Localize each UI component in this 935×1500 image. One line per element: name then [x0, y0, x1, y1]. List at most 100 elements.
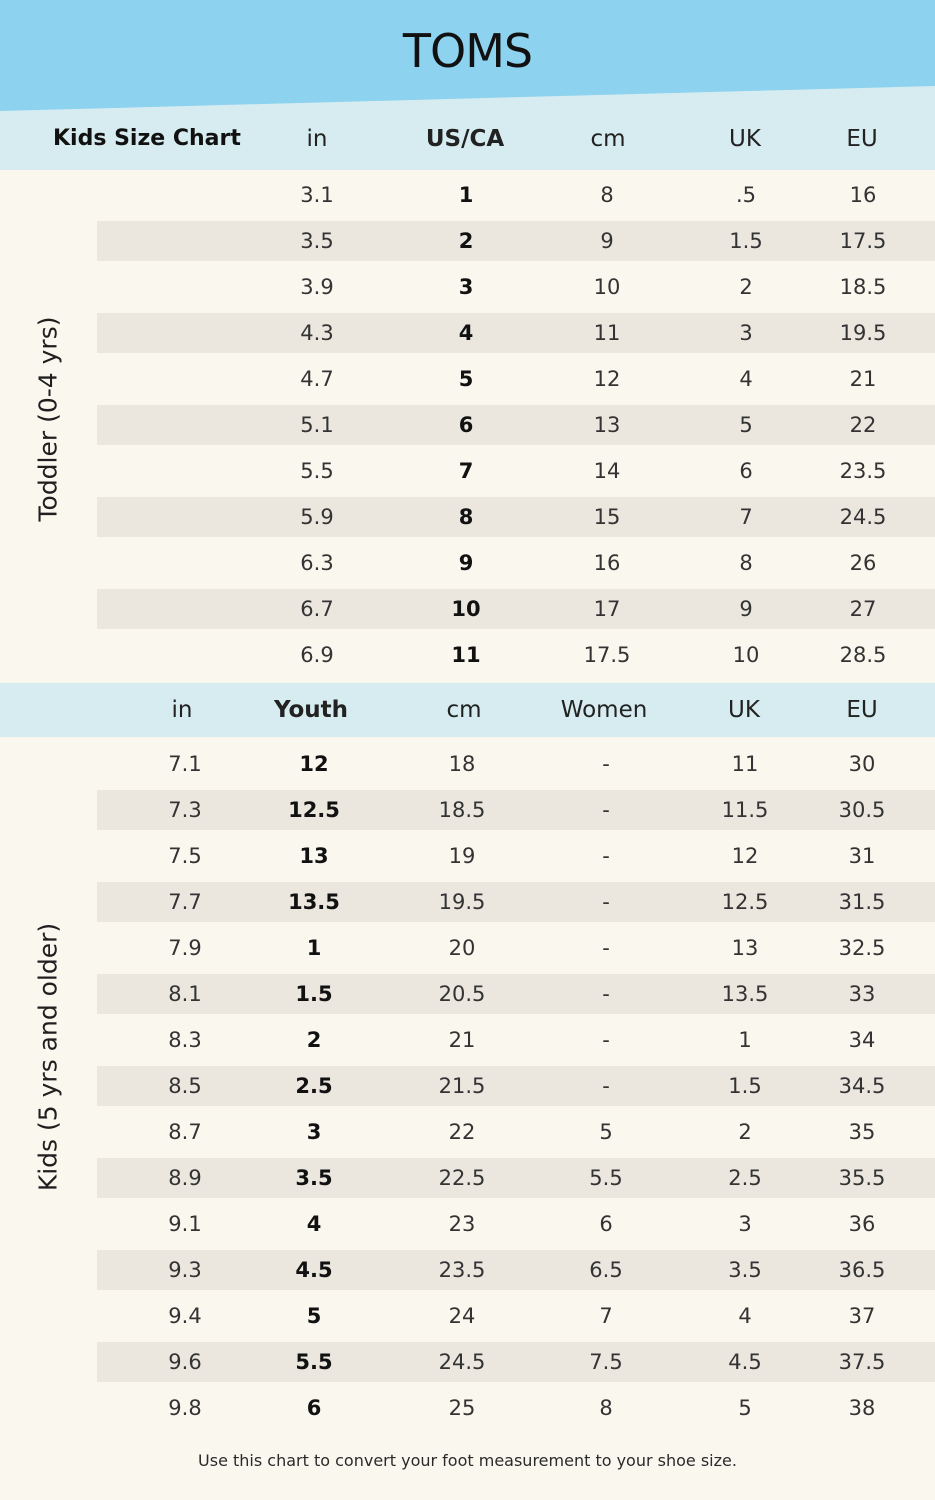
kids-table-row: 7.3 12.5 18.5 - 11.5 30.5 — [0, 787, 935, 833]
kids-table-row: 8.3 2 21 - 1 34 — [0, 1017, 935, 1063]
kids-cell: 13 — [731, 936, 759, 960]
kids-cell: 5.5 — [589, 1166, 623, 1190]
kids-table-row: 8.5 2.5 21.5 - 1.5 34.5 — [0, 1063, 935, 1109]
toddler-cell: 5.5 — [300, 459, 334, 483]
kids-cell: 23.5 — [438, 1258, 486, 1282]
toddler-cell: 5.1 — [300, 413, 334, 437]
kids-cell: 4 — [738, 1304, 752, 1328]
kids-cell: 11.5 — [721, 798, 769, 822]
kids-cell: 5 — [306, 1304, 322, 1328]
toddler-cell: 10 — [593, 275, 621, 299]
header-banner: TOMS — [0, 0, 935, 170]
toddler-cell: 2 — [739, 275, 753, 299]
kids-cell: 36.5 — [838, 1258, 886, 1282]
kids-cell: 6 — [306, 1396, 322, 1420]
kids-cell: 4.5 — [295, 1258, 333, 1282]
kids-table-row: 7.7 13.5 19.5 - 12.5 31.5 — [0, 879, 935, 925]
toddler-table-row: 4.3 4 11 3 19.5 — [0, 310, 935, 356]
kids-cell: 4.5 — [728, 1350, 762, 1374]
kids-cell: 34.5 — [838, 1074, 886, 1098]
toddler-cell: 5 — [458, 367, 474, 391]
toddler-cell: 14 — [593, 459, 621, 483]
kids-cell: 12.5 — [721, 890, 769, 914]
kids-table-row: 7.5 13 19 - 12 31 — [0, 833, 935, 879]
kids-cell: 36 — [848, 1212, 876, 1236]
toddler-cell: 18.5 — [839, 275, 887, 299]
kids-cell: 8.9 — [168, 1166, 202, 1190]
kids-cell: 7.5 — [589, 1350, 623, 1374]
kids-cell: - — [602, 844, 610, 868]
kids-table-row: 8.1 1.5 20.5 - 13.5 33 — [0, 971, 935, 1017]
kids-cell: 5 — [738, 1396, 752, 1420]
kids-cell: - — [602, 936, 610, 960]
toddler-header-us-ca: US/CA — [425, 126, 505, 152]
toddler-cell: 10 — [732, 643, 760, 667]
kids-cell: 7.5 — [168, 844, 202, 868]
toddler-cell: .5 — [735, 183, 757, 207]
toddler-cell: 15 — [593, 505, 621, 529]
kids-cell: 24 — [448, 1304, 476, 1328]
toddler-cell: 11 — [593, 321, 621, 345]
kids-cell: 20.5 — [438, 982, 486, 1006]
toddler-cell: 24.5 — [839, 505, 887, 529]
kids-cell: 7.1 — [168, 752, 202, 776]
toddler-cell: 10 — [451, 597, 481, 621]
kids-cell: - — [602, 798, 610, 822]
kids-cell: 37 — [848, 1304, 876, 1328]
kids-cell: 2 — [306, 1028, 322, 1052]
kids-cell: 1.5 — [295, 982, 333, 1006]
kids-cell: 13.5 — [288, 890, 340, 914]
kids-cell: 3 — [306, 1120, 322, 1144]
toddler-cell: 6.3 — [300, 551, 334, 575]
kids-header-row: in Youth cm Women UK EU — [0, 683, 935, 737]
toddler-cell: 5.9 — [300, 505, 334, 529]
toddler-cell: 11 — [451, 643, 481, 667]
toddler-cell: 17.5 — [583, 643, 631, 667]
kids-header-cm: cm — [446, 697, 482, 723]
toddler-cell: 3.5 — [300, 229, 334, 253]
kids-cell: 13 — [299, 844, 329, 868]
toddler-cell: 3.1 — [300, 183, 334, 207]
toddler-table-row: 5.9 8 15 7 24.5 — [0, 494, 935, 540]
kids-cell: 18.5 — [438, 798, 486, 822]
toddler-cell: 28.5 — [839, 643, 887, 667]
toddler-cell: 2 — [458, 229, 474, 253]
toddler-cell: 9 — [600, 229, 614, 253]
kids-cell: 1 — [306, 936, 322, 960]
kids-cell: - — [602, 890, 610, 914]
toddler-cell: 19.5 — [839, 321, 887, 345]
kids-cell: 9.4 — [168, 1304, 202, 1328]
kids-cell: 9.1 — [168, 1212, 202, 1236]
toddler-cell: 3.9 — [300, 275, 334, 299]
kids-cell: 35 — [848, 1120, 876, 1144]
toddler-cell: 4.3 — [300, 321, 334, 345]
kids-cell: - — [602, 982, 610, 1006]
kids-cell: 33 — [848, 982, 876, 1006]
kids-table-row: 9.1 4 23 6 3 36 — [0, 1201, 935, 1247]
kids-cell: 24.5 — [438, 1350, 486, 1374]
toddler-header-eu: EU — [846, 126, 878, 152]
kids-cell: 12 — [731, 844, 759, 868]
toddler-table-row: 5.1 6 13 5 22 — [0, 402, 935, 448]
toddler-table-row: 4.7 5 12 4 21 — [0, 356, 935, 402]
kids-table-row: 7.1 12 18 - 11 30 — [0, 741, 935, 787]
kids-table-row: 8.9 3.5 22.5 5.5 2.5 35.5 — [0, 1155, 935, 1201]
kids-cell: 6.5 — [589, 1258, 623, 1282]
kids-cell: 19 — [448, 844, 476, 868]
kids-header-eu: EU — [846, 697, 878, 723]
kids-cell: 8 — [599, 1396, 613, 1420]
kids-cell: 21 — [448, 1028, 476, 1052]
kids-cell: 8.1 — [168, 982, 202, 1006]
kids-cell: 6 — [599, 1212, 613, 1236]
toddler-cell: 6 — [739, 459, 753, 483]
toddler-cell: 6 — [458, 413, 474, 437]
kids-cell: 12 — [299, 752, 329, 776]
toddler-cell: 12 — [593, 367, 621, 391]
toddler-cell: 4 — [739, 367, 753, 391]
kids-cell: 7.9 — [168, 936, 202, 960]
kids-cell: 8.5 — [168, 1074, 202, 1098]
kids-cell: 5 — [599, 1120, 613, 1144]
toddler-cell: 6.9 — [300, 643, 334, 667]
toddler-table-row: 6.3 9 16 8 26 — [0, 540, 935, 586]
kids-cell: 30.5 — [838, 798, 886, 822]
